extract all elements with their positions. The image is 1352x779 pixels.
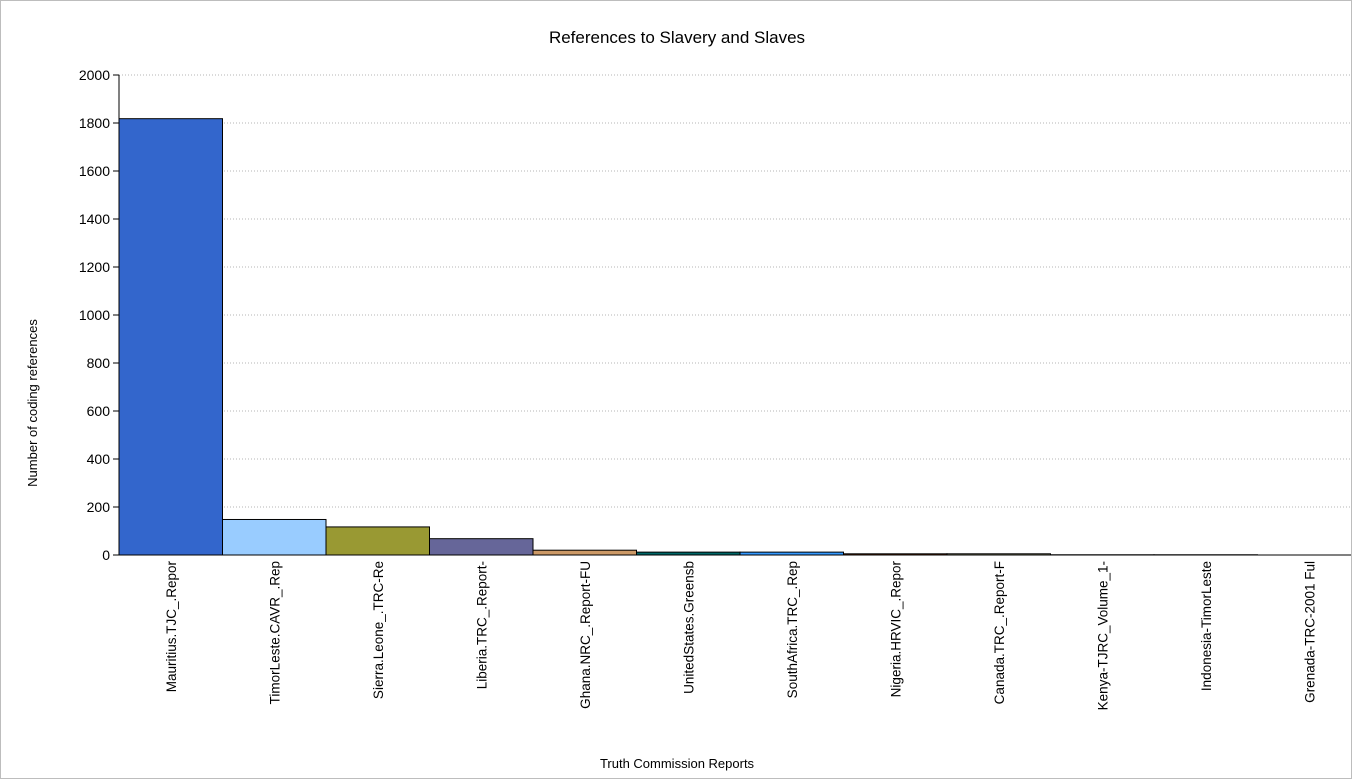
y-tick-label: 1800 <box>79 115 110 131</box>
x-axis-label: Truth Commission Reports <box>600 756 755 771</box>
chart-title: References to Slavery and Slaves <box>549 28 805 47</box>
x-category-label: Ghana.NRC_.Report-FU <box>578 561 593 709</box>
bar <box>118 118 223 556</box>
y-tick-label: 0 <box>102 547 110 563</box>
y-tick-label: 600 <box>87 403 111 419</box>
y-tick-label: 200 <box>87 499 111 515</box>
x-category-label: Nigeria.HRVIC_.Repor <box>888 561 903 698</box>
y-tick-label: 400 <box>87 451 111 467</box>
x-category-label: SouthAfrica.TRC_.Rep <box>785 561 800 698</box>
y-tick-label: 1200 <box>79 259 110 275</box>
y-tick-labels: 0 200 400 600 800 1000 1200 1400 1600 1800 2000 <box>79 67 119 563</box>
x-category-label: Mauritius.TJC_.Repor <box>164 561 179 693</box>
y-tick-label: 2000 <box>79 67 110 83</box>
y-tick-label: 800 <box>87 355 111 371</box>
x-category-label: Grenada-TRC-2001 Ful <box>1302 561 1317 703</box>
axes <box>113 75 1351 556</box>
bars <box>118 118 1258 556</box>
x-category-label: Liberia.TRC_.Report- <box>474 561 489 689</box>
y-tick-label: 1600 <box>79 163 110 179</box>
x-category-label: Canada.TRC_.Report-F <box>992 561 1007 704</box>
x-category-label: Sierra.Leone_.TRC-Re <box>371 561 386 699</box>
x-category-label: TimorLeste.CAVR_.Rep <box>267 561 282 704</box>
x-category-label: Indonesia-TimorLeste <box>1199 561 1214 691</box>
x-category-label: Kenya-TJRC_Volume_1- <box>1095 561 1110 710</box>
bar <box>532 549 637 556</box>
y-tick-label: 1400 <box>79 211 110 227</box>
x-category-labels: Mauritius.TJC_.Repor TimorLeste.CAVR_.Rep… <box>164 561 1318 711</box>
y-tick-label: 1000 <box>79 307 110 323</box>
bar <box>325 526 430 556</box>
x-category-label: UnitedStates.Greensb <box>681 561 696 694</box>
bar <box>222 518 327 556</box>
bar <box>429 538 534 556</box>
grid-lines <box>119 74 1351 508</box>
y-axis-label: Number of coding references <box>25 319 40 487</box>
